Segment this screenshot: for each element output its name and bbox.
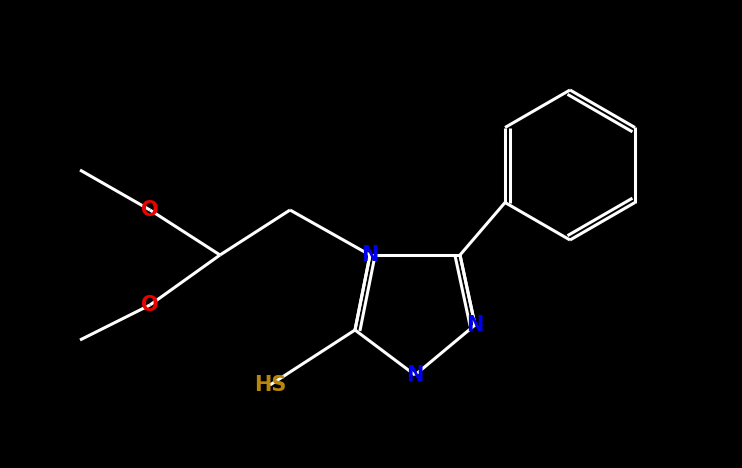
Text: HS: HS <box>254 375 286 395</box>
Text: O: O <box>141 295 159 315</box>
Text: N: N <box>361 245 378 265</box>
Text: N: N <box>466 315 484 335</box>
Text: O: O <box>141 200 159 220</box>
Text: N: N <box>407 365 424 385</box>
